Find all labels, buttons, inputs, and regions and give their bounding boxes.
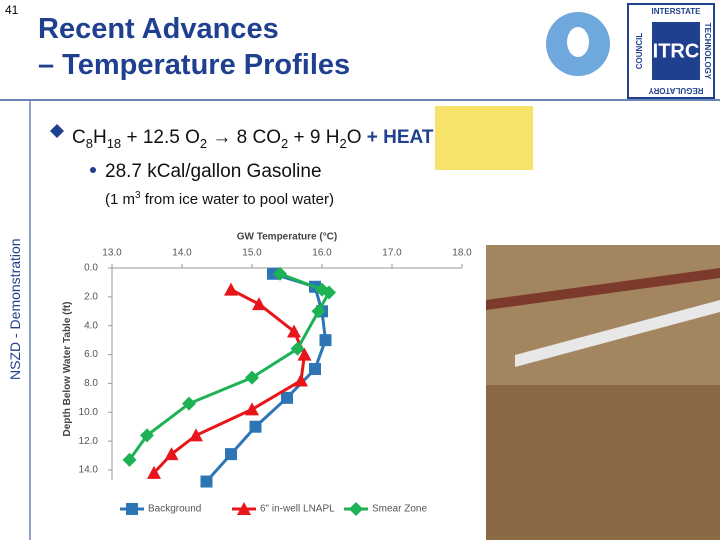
legend-label: Smear Zone: [372, 504, 427, 515]
y-axis-title: Depth Below Water Table (ft): [62, 302, 73, 437]
formula-part: + 12.5 O: [121, 127, 200, 148]
data-point: [140, 428, 154, 443]
sub-bullet: 28.7 kCal/gallon Gasoline: [105, 161, 322, 182]
x-tick-label: 15.0: [242, 248, 262, 259]
data-point: [290, 341, 305, 356]
chart-area: [50, 215, 486, 527]
formula-sub: 2: [200, 136, 207, 151]
data-point: [122, 452, 137, 467]
formula-sub: 2: [281, 136, 288, 151]
heat-glow: [435, 106, 533, 170]
formula: C8H18 + 12.5 O2 → 8 CO2 + 9 H2O + HEAT: [72, 127, 434, 151]
data-point: [147, 465, 161, 479]
data-point: [225, 448, 237, 461]
y-tick-label: 2.0: [84, 291, 98, 302]
data-point: [322, 285, 336, 300]
formula-sub: 2: [339, 136, 346, 151]
x-tick-label: 18.0: [452, 248, 472, 259]
formula-sub: 18: [107, 136, 121, 151]
data-point: [249, 420, 262, 433]
photo-pipe: [486, 268, 720, 310]
x-axis-title: GW Temperature (°C): [237, 232, 338, 243]
data-point: [309, 363, 321, 375]
logo-box: [652, 22, 700, 80]
formula-sub: 8: [86, 136, 93, 151]
formula-part: + 9 H: [288, 127, 339, 148]
data-point: [287, 324, 301, 338]
formula-part: O: [347, 127, 367, 148]
formula-part: → 8 CO: [207, 127, 281, 148]
x-tick-label: 16.0: [312, 248, 332, 259]
logo-text: TECHNOLOGY: [703, 23, 712, 80]
photo-pipe: [515, 300, 720, 367]
logo-text: COUNCIL: [635, 33, 644, 70]
logo-bulb: [567, 27, 589, 57]
note: (1 m3 from ice water to pool water): [105, 190, 334, 208]
y-tick-label: 8.0: [84, 378, 98, 389]
bullet: [90, 167, 96, 173]
chart: GW Temperature (°C) Depth Below Water Tab…: [62, 232, 472, 516]
y-tick-label: 4.0: [84, 320, 98, 331]
data-point: [294, 373, 308, 387]
data-point: [189, 428, 203, 442]
x-tick-label: 17.0: [382, 248, 402, 259]
bullet: [50, 124, 64, 138]
y-tick-label: 0.0: [84, 263, 98, 274]
legend-marker: [126, 503, 138, 515]
legend-label: Background: [148, 504, 201, 515]
legend-marker: [237, 502, 251, 515]
data-point: [273, 266, 287, 281]
legend-marker: [349, 502, 363, 516]
side-label: NSZD - Demonstration: [7, 238, 23, 380]
data-point: [164, 447, 179, 461]
y-tick-label: 6.0: [84, 349, 98, 360]
x-tick-label: 13.0: [102, 248, 122, 259]
data-point: [311, 304, 326, 319]
note-part: (1 m: [105, 191, 135, 208]
data-point: [200, 475, 213, 488]
note-sup: 3: [135, 190, 141, 201]
formula-part: H: [93, 127, 107, 148]
logo-text: REGULATORY: [648, 86, 704, 95]
note-part: from ice water to pool water): [141, 191, 334, 208]
y-tick-label: 14.0: [79, 465, 99, 476]
slide-number: 41: [5, 3, 19, 17]
heat: + HEAT: [367, 127, 434, 148]
legend-label: 6" in-well LNAPL: [260, 504, 335, 515]
data-point: [182, 396, 196, 411]
data-point: [281, 391, 293, 404]
data-point: [224, 282, 238, 296]
logo-text: INTERSTATE: [651, 7, 701, 16]
title: Recent Advances: [38, 13, 279, 45]
y-tick-label: 12.0: [79, 436, 99, 447]
x-tick-label: 14.0: [172, 248, 192, 259]
data-point: [297, 347, 312, 361]
logo-text: ITRC: [653, 40, 700, 62]
y-tick-label: 10.0: [79, 407, 99, 418]
data-point: [245, 370, 259, 385]
data-point: [245, 402, 259, 416]
data-point: [319, 334, 332, 347]
formula-part: C: [72, 127, 86, 148]
data-point: [252, 297, 266, 311]
title: – Temperature Profiles: [38, 49, 350, 81]
